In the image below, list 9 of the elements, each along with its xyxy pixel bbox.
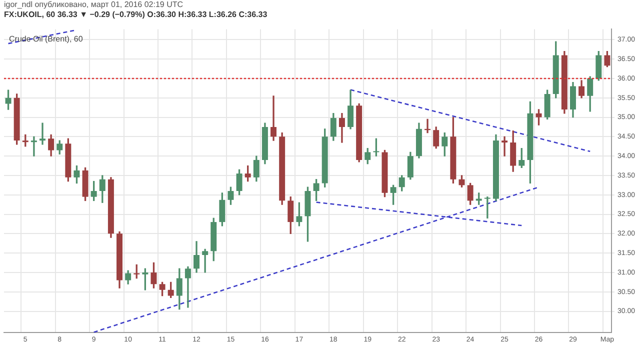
candlestick <box>502 136 508 156</box>
candlestick <box>40 122 46 145</box>
text: Crude Oil (Brent), 60 <box>9 34 84 44</box>
text: FX:UKOIL, 60 36.33 ▼ −0.29 (−0.79%) O:36.30 H:36.33 L:36.26 C:36.33 <box>4 10 268 20</box>
text: igor_ndl опубликовано, март 01, 2016 02:19 UTC <box>4 0 184 10</box>
candlestick <box>270 96 277 141</box>
candlestick <box>30 136 37 156</box>
candlestick <box>184 266 191 308</box>
candlestick <box>202 248 208 273</box>
